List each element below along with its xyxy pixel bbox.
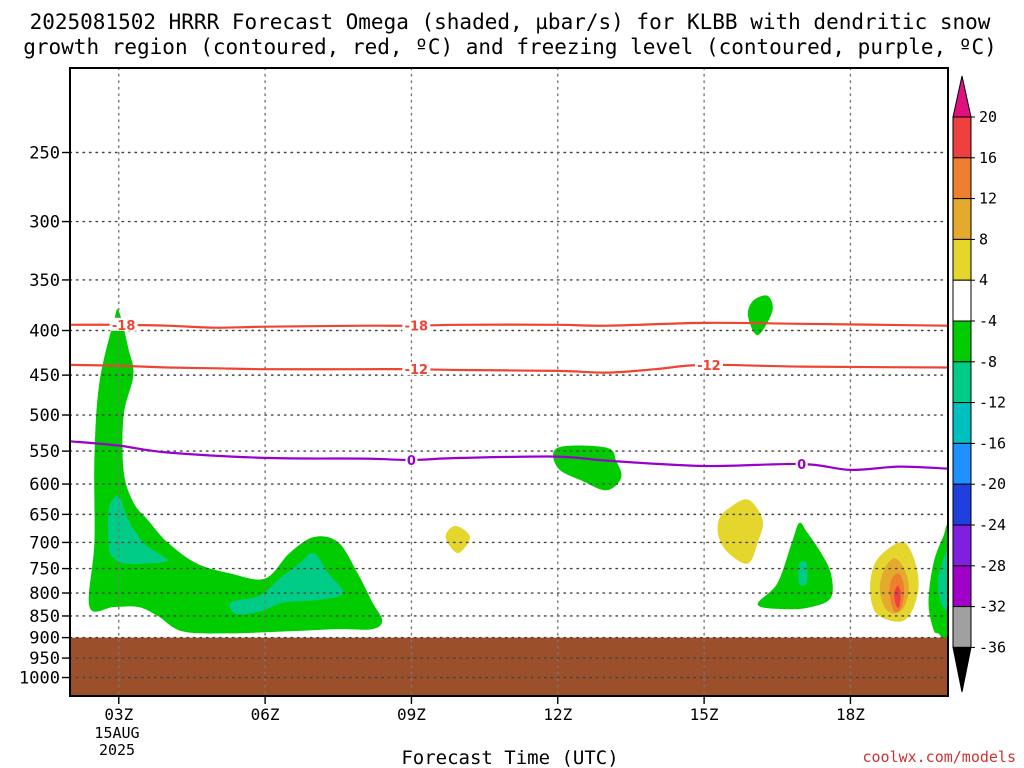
y-tick-label-550: 550 <box>29 442 60 462</box>
contour-label-bg-1 <box>402 318 431 332</box>
chart-title-line2: growth region (contoured, red, ºC) and f… <box>23 35 997 59</box>
colorbar-box-4 <box>952 279 972 322</box>
colorbar-label-2: 12 <box>979 190 997 208</box>
y-tick-label-650: 650 <box>29 505 60 525</box>
contour-label-bg-2 <box>402 362 431 376</box>
colorbar-box-0 <box>952 116 972 159</box>
omega-region-6 <box>798 561 808 586</box>
x-tick-label-06Z: 06Z <box>251 705 280 724</box>
colorbar-top-arrow <box>952 75 972 118</box>
y-tick-label-250: 250 <box>29 144 60 164</box>
x-tick-label-09Z: 09Z <box>397 705 426 724</box>
colorbar-box-5 <box>952 320 972 363</box>
omega-region-5 <box>757 522 833 610</box>
y-tick-label-850: 850 <box>29 607 60 627</box>
omega-region-14 <box>894 585 901 608</box>
credit-text: coolwx.com/models <box>862 748 1016 766</box>
contour-label-3: -12 <box>697 359 721 374</box>
y-tick-label-700: 700 <box>29 533 60 553</box>
contour-label-1: -18 <box>405 320 429 335</box>
y-tick-label-800: 800 <box>29 584 60 604</box>
omega-region-8 <box>937 547 949 611</box>
colorbar-label-4: 4 <box>979 271 988 289</box>
colorbar-box-10 <box>952 524 972 567</box>
colorbar-box-1 <box>952 157 972 200</box>
omega-region-2 <box>229 552 344 615</box>
omega-region-10 <box>717 499 764 564</box>
contour-label-bg-3 <box>694 357 723 371</box>
y-tick-label-400: 400 <box>29 322 60 342</box>
y-tick-label-750: 750 <box>29 560 60 580</box>
omega-region-9 <box>445 525 471 554</box>
y-tick-label-900: 900 <box>29 629 60 649</box>
plot-area: -18 -18 -12 -12 0 0 250 300 350 400 450 500 550 600 6… <box>19 67 949 724</box>
colorbar-label-6: -8 <box>979 353 997 371</box>
y-tick-label-300: 300 <box>29 213 60 233</box>
colorbar-box-12 <box>952 606 972 648</box>
colorbar-box-8 <box>952 442 972 485</box>
x-tick-label-18Z: 18Z <box>836 705 865 724</box>
surface-ground <box>70 637 948 696</box>
colorbar-label-7: -12 <box>979 394 1006 412</box>
x-sublabel-year: 2025 <box>99 741 135 759</box>
colorbar-box-11 <box>952 565 972 608</box>
x-tick-label-15Z: 15Z <box>690 705 719 724</box>
grid-lines <box>69 67 949 697</box>
contour-line-2 <box>69 440 949 472</box>
omega-region-4 <box>747 295 773 336</box>
omega-shading <box>88 295 949 642</box>
omega-region-0 <box>88 308 383 634</box>
colorbar-label-9: -20 <box>979 475 1006 493</box>
x-sublabel-date: 15AUG <box>94 724 139 742</box>
colorbar-label-11: -28 <box>979 557 1006 575</box>
colorbar-box-2 <box>952 198 972 240</box>
x-axis: 03Z 06Z 09Z 12Z 15Z 18Z <box>104 696 865 724</box>
chart-title-line1: 2025081502 HRRR Forecast Omega (shaded, … <box>30 10 991 34</box>
y-tick-label-500: 500 <box>29 406 60 426</box>
y-tick-label-600: 600 <box>29 475 60 495</box>
colorbar-label-1: 16 <box>979 149 997 167</box>
colorbar-label-3: 8 <box>979 230 988 248</box>
x-tick-label-03Z: 03Z <box>104 705 133 724</box>
temperature-contours: -18 -18 -12 -12 0 0 <box>69 317 949 473</box>
contour-label-0: -18 <box>112 319 136 334</box>
colorbar-label-12: -32 <box>979 598 1006 616</box>
plot-frame <box>69 67 949 697</box>
colorbar-box-3 <box>952 238 972 281</box>
colorbar-label-5: -4 <box>979 312 997 330</box>
y-tick-label-950: 950 <box>29 649 60 669</box>
colorbar-bottom-arrow <box>952 646 972 693</box>
colorbar-box-9 <box>952 483 972 526</box>
y-tick-label-1000: 1000 <box>19 669 60 689</box>
contour-line-1 <box>69 363 949 374</box>
y-tick-label-450: 450 <box>29 366 60 386</box>
y-tick-label-350: 350 <box>29 271 60 291</box>
contour-label-bg-5 <box>795 456 808 470</box>
x-tick-label-12Z: 12Z <box>543 705 572 724</box>
y-axis: 2503003504004505005506006507007508008509… <box>19 144 70 689</box>
contour-label-5: 0 <box>797 458 806 473</box>
colorbar-box-6 <box>952 361 972 404</box>
colorbar-label-0: 20 <box>979 108 997 126</box>
colorbar-label-13: -36 <box>979 638 1006 656</box>
contour-label-bg-0 <box>109 317 138 331</box>
contour-label-2: -12 <box>405 363 429 378</box>
colorbar-box-7 <box>952 402 972 444</box>
colorbar-label-10: -24 <box>979 516 1006 534</box>
colorbar-label-8: -16 <box>979 434 1006 452</box>
x-axis-title: Forecast Time (UTC) <box>401 747 618 768</box>
contour-label-4: 0 <box>407 454 416 469</box>
contour-label-bg-4 <box>405 452 418 466</box>
omega-region-1 <box>108 496 168 564</box>
colorbar: 20 16 12 8 4 -4 -8 -12 -16 -20 -24 -28 -32 -36 <box>952 75 1006 693</box>
